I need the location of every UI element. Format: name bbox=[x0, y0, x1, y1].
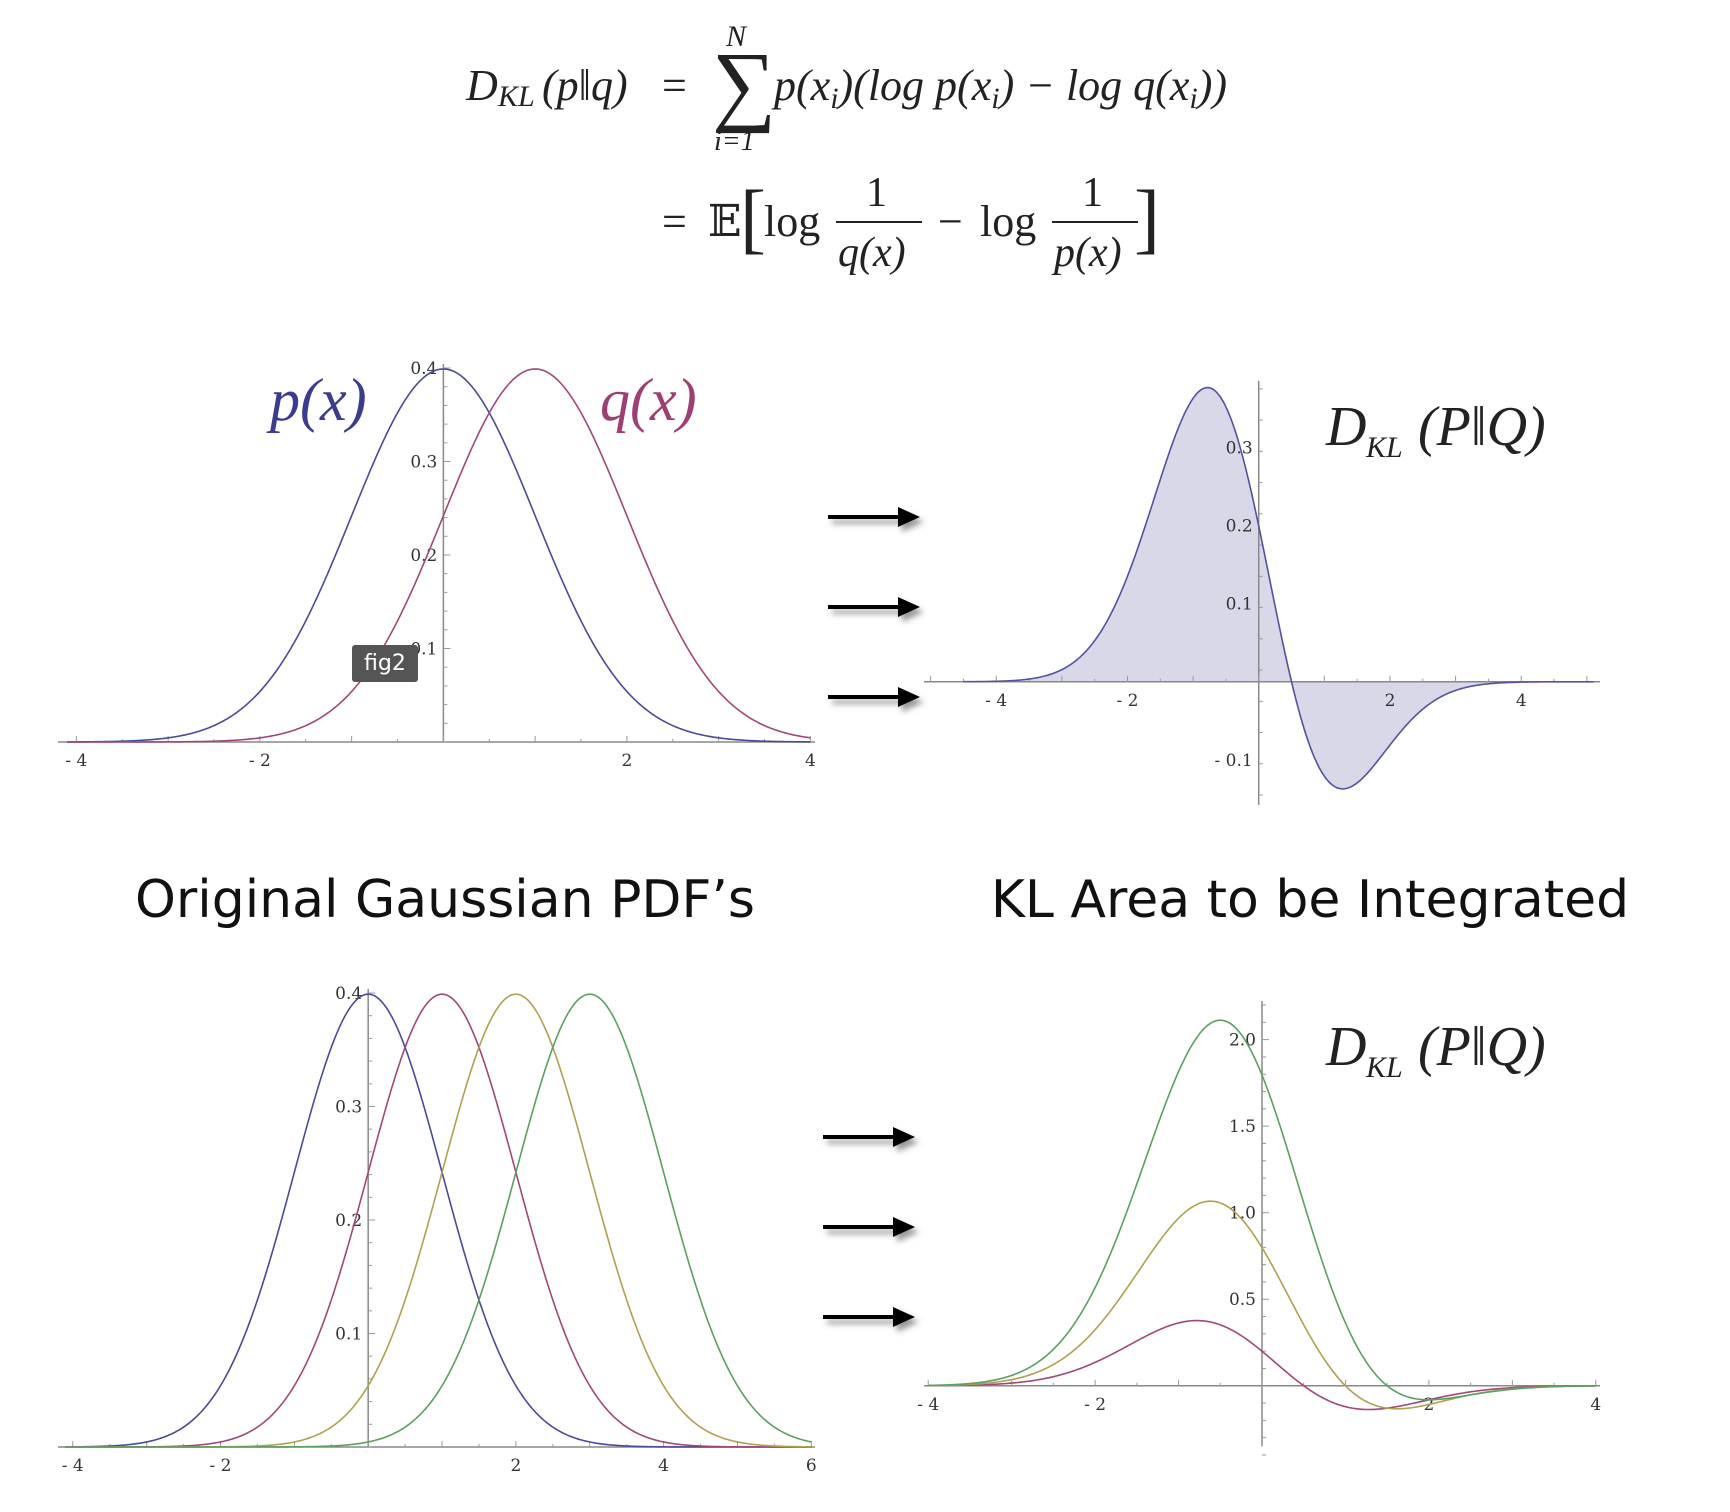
x-tick-label: 4 bbox=[805, 751, 816, 771]
formula-sub-3: i bbox=[1189, 82, 1197, 115]
x-tick-label: - 4 bbox=[65, 751, 87, 771]
y-tick-label: 1.5 bbox=[1229, 1117, 1256, 1137]
formula-lhs-args: (p‖q) bbox=[542, 61, 628, 110]
series-line-0 bbox=[67, 368, 811, 743]
y-tick-label: 2.0 bbox=[1229, 1031, 1256, 1051]
x-tick-label: - 2 bbox=[249, 751, 271, 771]
series-line-0 bbox=[65, 993, 812, 1448]
x-tick-label: 2 bbox=[1385, 691, 1396, 711]
formula-line-2: = 𝔼 [ log 1 q(x) − log 1 p(x) ] bbox=[662, 170, 1160, 276]
y-tick-label: 0.3 bbox=[1226, 438, 1253, 458]
x-tick-label: 2 bbox=[621, 751, 632, 771]
chart-kl-curves: - 4- 2 2 40.51.01.52.0 D KL (P‖Q) bbox=[917, 1001, 1601, 1456]
formula-body-4: )) bbox=[1195, 61, 1227, 110]
x-tick-label: - 2 bbox=[1116, 691, 1138, 711]
title-D: D bbox=[1325, 1016, 1366, 1078]
chart-shifted-gaussians: - 4 - 2 2 4 6 0.1 0.2 0.3 0.4 bbox=[58, 984, 817, 1476]
formula-log-2: log bbox=[980, 197, 1036, 246]
y-tick-label: 0.4 bbox=[410, 359, 437, 379]
chart-title: D KL (P‖Q) bbox=[1325, 396, 1546, 464]
arrow-group-top bbox=[828, 507, 920, 707]
series-line-2 bbox=[65, 993, 812, 1448]
series-label-0: p(x) bbox=[266, 367, 367, 433]
arrow-right-icon bbox=[828, 597, 920, 617]
series-line-3 bbox=[65, 993, 812, 1448]
kl-curve bbox=[963, 386, 1594, 790]
formula-lbracket: [ bbox=[740, 174, 766, 261]
formula-num-1: 1 bbox=[866, 170, 887, 216]
chart-original-gaussians: - 4- 2 2 40.10.20.30.4p(x) q(x) bbox=[58, 359, 816, 771]
series-line-1 bbox=[67, 368, 811, 743]
formula-D: D bbox=[465, 61, 498, 110]
formula-sum-lower: i=1 bbox=[714, 126, 755, 157]
chart-kl-area: - 4 - 2 2 4 - 0.1 0.1 0.2 0.3 D KL (P‖Q) bbox=[924, 381, 1600, 805]
formula-num-2: 1 bbox=[1082, 170, 1103, 216]
x-tick-label: - 2 bbox=[1084, 1395, 1106, 1415]
y-tick-label: 0.3 bbox=[335, 1098, 362, 1118]
arrow-right-icon bbox=[828, 507, 920, 527]
arrow-right-icon bbox=[823, 1217, 915, 1237]
formula-sub-2: i bbox=[991, 82, 999, 115]
kl-area-fill bbox=[963, 387, 1594, 789]
formula-body-1: p(x bbox=[771, 61, 831, 110]
series-line-1 bbox=[65, 993, 812, 1448]
kl-curve-0 bbox=[928, 1319, 1596, 1411]
x-tick-label: - 4 bbox=[62, 1456, 84, 1476]
x-tick-label: 4 bbox=[658, 1456, 669, 1476]
caption-original-gaussian-pdfs: Original Gaussian PDF’s bbox=[134, 870, 756, 930]
formula-den-1: q(x) bbox=[838, 230, 906, 276]
y-tick-label: 0.2 bbox=[1226, 517, 1253, 537]
y-tick-label: 0.3 bbox=[410, 453, 437, 473]
x-tick-label: 4 bbox=[1516, 691, 1527, 711]
x-tick-label: - 2 bbox=[209, 1456, 231, 1476]
arrow-right-icon bbox=[828, 687, 920, 707]
formula-sub-1: i bbox=[830, 82, 838, 115]
formula-body-3: ) − log q(x bbox=[997, 61, 1190, 110]
formula-den-2: p(x) bbox=[1051, 230, 1122, 276]
title-args: (P‖Q) bbox=[1418, 396, 1546, 458]
y-tick-label: 0.2 bbox=[335, 1211, 362, 1231]
kl-curve-2 bbox=[928, 1019, 1596, 1401]
x-tick-label: 6 bbox=[806, 1456, 817, 1476]
figure-badge: fig2 bbox=[352, 645, 418, 682]
y-tick-label: 0.4 bbox=[335, 984, 362, 1004]
x-tick-label: - 4 bbox=[985, 691, 1007, 711]
y-tick-label: 0.1 bbox=[1226, 595, 1253, 615]
formula-eq-1: = bbox=[662, 61, 687, 110]
formula-rbracket: ] bbox=[1134, 174, 1160, 261]
formula-body-2: )(log p(x bbox=[836, 61, 992, 110]
arrow-group-bottom bbox=[823, 1127, 915, 1327]
x-tick-label: 4 bbox=[1590, 1395, 1601, 1415]
formula-line-1: D KL (p‖q) = ∑ N i=1 p(xi)(log p(xi) − l… bbox=[465, 20, 1227, 157]
arrow-right-icon bbox=[823, 1127, 915, 1147]
formula-log-1: log bbox=[764, 197, 820, 246]
formula-sum-upper: N bbox=[725, 20, 748, 53]
formula-sum: ∑ bbox=[712, 35, 776, 134]
formula-D-sub: KL bbox=[497, 80, 535, 113]
formula-expectation: 𝔼 bbox=[708, 197, 742, 246]
title-sub: KL bbox=[1365, 1051, 1403, 1084]
formula-eq-2: = bbox=[662, 197, 687, 246]
title-sub: KL bbox=[1365, 431, 1403, 464]
formula-body: p(xi)(log p(xi) − log q(xi)) bbox=[771, 61, 1227, 115]
title-D: D bbox=[1325, 396, 1366, 458]
y-tick-label: 0.2 bbox=[410, 546, 437, 566]
y-tick-label: 0.1 bbox=[335, 1325, 362, 1345]
caption-kl-area: KL Area to be Integrated bbox=[990, 870, 1630, 930]
formula-minus: − bbox=[938, 197, 963, 246]
series-label-1: q(x) bbox=[600, 367, 697, 433]
x-tick-label: - 4 bbox=[917, 1395, 939, 1415]
y-tick-label: 1.0 bbox=[1229, 1204, 1256, 1224]
arrow-right-icon bbox=[823, 1307, 915, 1327]
y-tick-label: - 0.1 bbox=[1215, 751, 1253, 771]
kl-formula: D KL (p‖q) = ∑ N i=1 p(xi)(log p(xi) − l… bbox=[465, 20, 1227, 276]
title-args: (P‖Q) bbox=[1418, 1016, 1546, 1078]
y-tick-label: 0.5 bbox=[1229, 1290, 1256, 1310]
x-tick-label: 2 bbox=[510, 1456, 521, 1476]
chart-title: D KL (P‖Q) bbox=[1325, 1016, 1546, 1084]
